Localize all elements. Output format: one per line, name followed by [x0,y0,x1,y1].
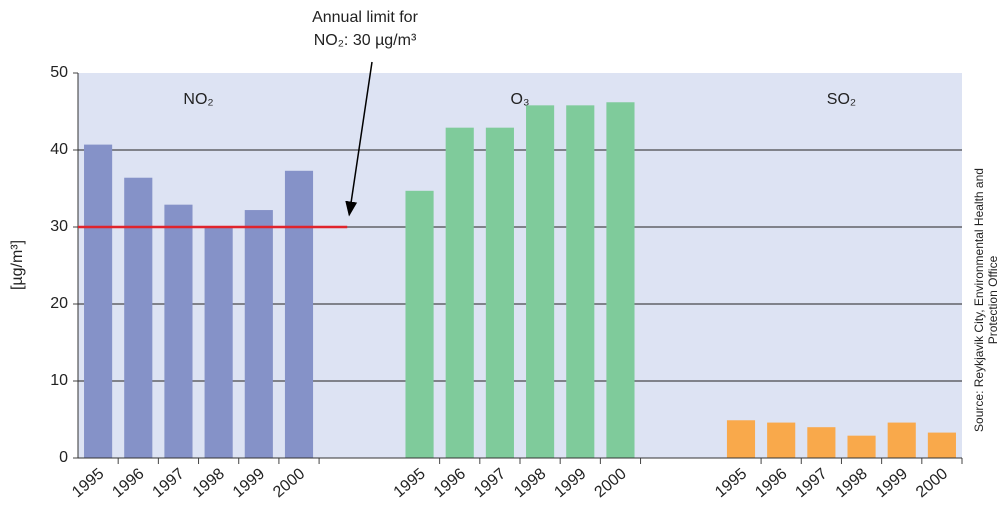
source: Protection Office [986,255,1000,344]
bar [807,427,836,458]
x-tick-label: 2000 [270,465,308,501]
annotation: Annual limit for [312,9,418,26]
annotation-arrow [345,61,373,217]
series-label: NO₂ [183,91,213,108]
series-label: O₃ [511,91,530,108]
bar [767,422,796,458]
x-tick-label: 1997 [792,465,830,501]
x-tick-label: 1995 [69,465,107,501]
bar [526,105,555,458]
x-tick-label: 1997 [471,465,509,501]
x-tick-label: 1998 [833,465,871,501]
bar [566,105,595,458]
x-tick-label: 2000 [592,465,630,501]
bar [124,177,153,458]
x-tick-label: 1998 [511,465,549,501]
bar [445,127,474,459]
bar [84,144,113,459]
series-label: SO₂ [827,91,856,108]
bar [244,210,273,458]
y-tick-label: 40 [50,141,68,158]
x-tick-label: 1995 [391,465,429,501]
y-tick-label: 0 [59,449,68,466]
x-tick-label: 1996 [431,465,469,501]
x-tick-label: 1996 [752,465,790,501]
x-tick-label: 1999 [230,465,268,501]
y-axis-label: [µg/m³] [9,240,26,290]
bar [887,422,916,458]
bar [204,226,233,458]
x-tick-label: 1996 [109,465,147,501]
bar [606,102,635,458]
x-tick-label: 1995 [712,465,750,501]
bar [726,420,756,458]
bar [927,432,956,458]
x-tick-label: 1998 [190,465,228,501]
y-tick-label: 50 [50,64,68,81]
source: Source: Reykjavik City, Environmental He… [972,168,986,432]
bar [847,435,876,458]
y-tick-label: 10 [50,372,68,389]
x-tick-label: 1997 [150,465,188,501]
y-tick-label: 30 [50,218,68,235]
x-tick-label: 1999 [551,465,589,501]
bar [485,127,514,459]
y-tick-label: 20 [50,295,68,312]
annotation: NO₂: 30 µg/m³ [314,32,417,49]
bar [284,170,314,459]
x-tick-label: 2000 [913,465,951,501]
bar [405,190,434,458]
bar [164,204,193,458]
x-tick-label: 1999 [873,465,911,501]
